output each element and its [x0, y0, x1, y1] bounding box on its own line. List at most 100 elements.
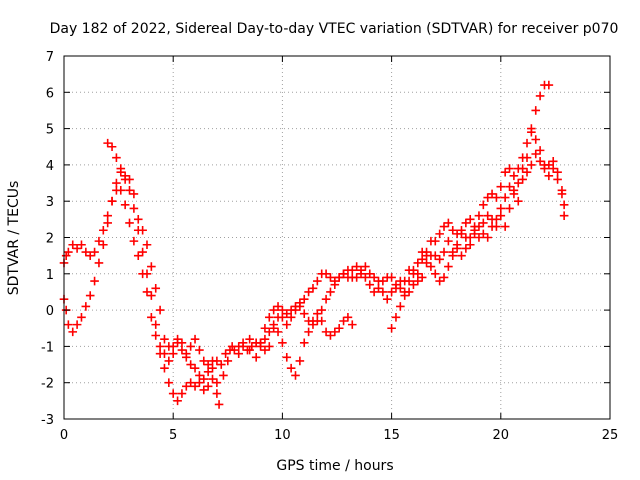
data-point	[260, 323, 270, 333]
data-point	[531, 106, 541, 115]
data-point	[321, 327, 331, 337]
data-point	[219, 371, 228, 380]
data-point	[347, 265, 357, 275]
data-point	[387, 273, 396, 282]
data-point	[90, 247, 99, 257]
data-point	[470, 229, 479, 239]
data-point	[190, 363, 200, 373]
data-point	[295, 356, 305, 366]
y-tick-label: 2	[46, 232, 54, 247]
data-point	[509, 189, 519, 199]
data-point	[430, 251, 440, 260]
data-point	[103, 211, 112, 221]
data-point	[409, 280, 418, 289]
data-point	[138, 247, 147, 257]
data-point	[168, 342, 178, 351]
data-point	[286, 313, 296, 322]
data-point	[557, 186, 567, 195]
data-point	[199, 356, 209, 366]
data-point	[190, 334, 200, 344]
data-point	[195, 378, 204, 387]
x-tick-label: 15	[383, 428, 400, 443]
data-point	[435, 229, 444, 239]
data-point	[500, 167, 510, 177]
data-point	[116, 164, 126, 173]
data-point	[177, 345, 187, 355]
data-point	[496, 204, 506, 213]
y-tick-label: 6	[46, 86, 54, 101]
data-point	[227, 342, 237, 351]
data-point	[273, 302, 283, 311]
data-point	[203, 382, 213, 391]
data-point	[369, 287, 379, 297]
data-point	[125, 186, 134, 195]
data-point	[544, 171, 554, 181]
data-point	[234, 349, 244, 358]
data-point	[160, 349, 169, 358]
data-point	[313, 276, 322, 286]
data-point	[269, 320, 278, 329]
data-point	[487, 222, 497, 231]
data-point	[378, 276, 388, 286]
data-point	[334, 323, 344, 333]
axes: 0 5 10 15 20 25 -3 -2 -1 0 1 2 3 4 5 6 7	[41, 50, 618, 443]
data-point	[400, 291, 410, 300]
data-point	[540, 160, 549, 170]
data-point	[77, 240, 86, 250]
data-point	[72, 244, 82, 253]
data-point	[260, 334, 270, 344]
data-point	[444, 262, 453, 271]
data-point	[299, 294, 309, 304]
data-point	[199, 374, 209, 384]
data-point	[505, 182, 514, 191]
data-point	[129, 236, 139, 246]
data-point	[559, 211, 569, 221]
data-point	[151, 331, 161, 340]
data-point	[457, 229, 466, 239]
data-point	[182, 352, 191, 362]
data-point	[369, 273, 379, 282]
data-point	[330, 327, 340, 337]
data-point	[278, 305, 287, 315]
data-point	[544, 80, 554, 90]
data-point	[68, 327, 78, 337]
data-point	[138, 225, 147, 235]
data-point	[190, 382, 200, 391]
data-point	[465, 240, 475, 250]
data-point	[90, 276, 99, 286]
data-point	[313, 309, 322, 319]
data-point	[245, 345, 254, 355]
data-point	[457, 251, 466, 260]
data-point	[177, 389, 187, 398]
data-point	[168, 389, 178, 398]
data-point	[151, 320, 161, 329]
data-point	[260, 345, 270, 355]
data-point	[273, 327, 283, 337]
data-point	[164, 378, 174, 387]
data-point	[361, 273, 370, 282]
data-point	[347, 320, 357, 329]
data-point	[142, 287, 152, 297]
data-point	[308, 316, 318, 326]
data-point	[304, 327, 313, 337]
data-point	[409, 265, 418, 275]
data-point	[404, 276, 414, 286]
data-point	[125, 218, 134, 228]
data-point	[559, 200, 569, 210]
data-point	[221, 349, 230, 358]
data-point	[465, 215, 475, 224]
data-point	[103, 138, 112, 148]
data-point	[212, 378, 222, 387]
data-point	[120, 171, 130, 181]
data-point	[112, 178, 121, 188]
data-point	[444, 236, 453, 246]
data-point	[295, 298, 305, 308]
data-point	[417, 254, 427, 264]
data-point	[155, 342, 165, 351]
data-point	[321, 269, 331, 279]
series-track-c	[103, 127, 569, 380]
x-axis-label: GPS time / hours	[276, 458, 393, 474]
data-point	[483, 193, 492, 202]
data-point	[291, 371, 300, 380]
